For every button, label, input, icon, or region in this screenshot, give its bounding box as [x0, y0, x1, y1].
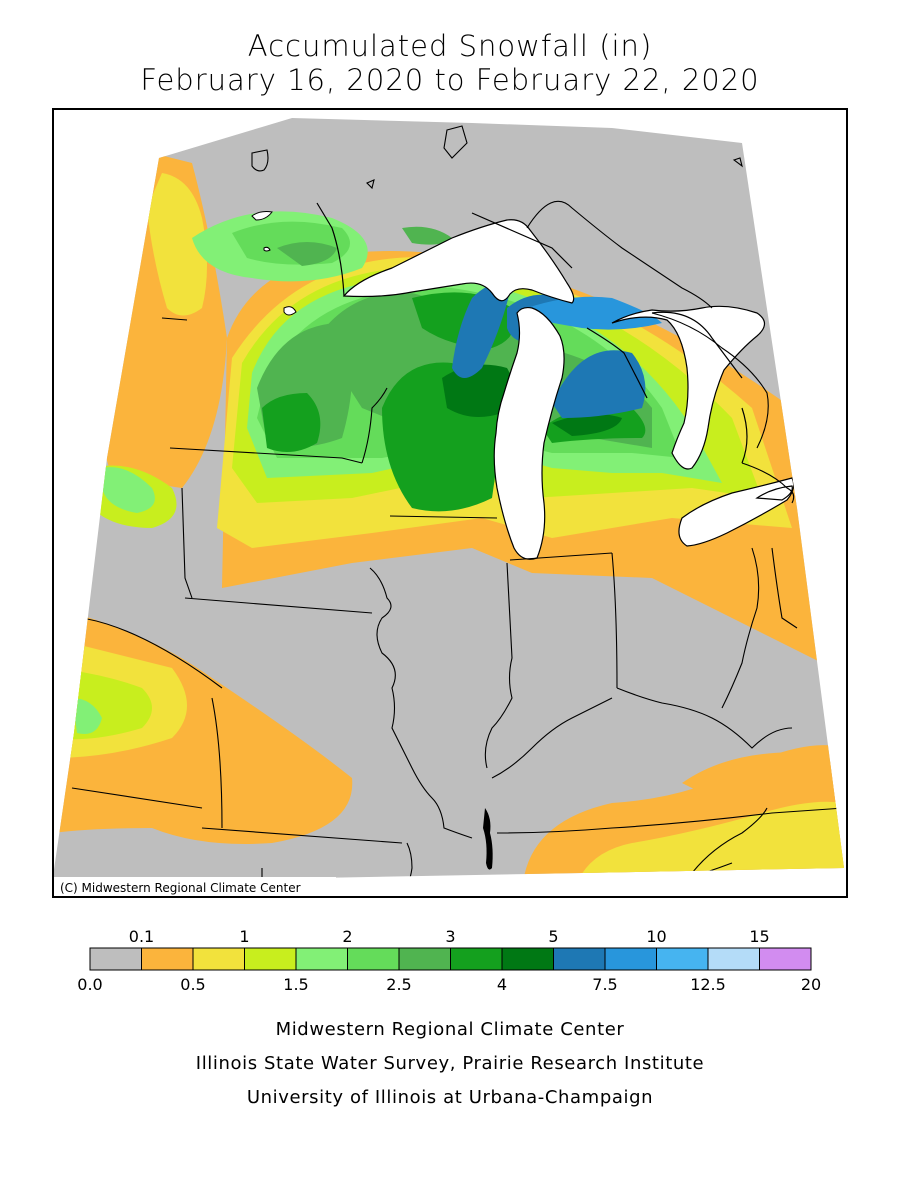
legend-top-label: 2 — [342, 927, 352, 946]
credit-line-1: Midwestern Regional Climate Center — [275, 1019, 625, 1040]
legend-bottom-label: 20 — [801, 975, 821, 994]
map-copyright-box — [54, 877, 336, 896]
legend-bottom-label: 0.5 — [180, 975, 205, 994]
legend-swatch — [192, 947, 245, 971]
legend-swatch — [347, 947, 400, 971]
legend-top-label: 5 — [548, 927, 558, 946]
legend-bottom-label: 12.5 — [690, 975, 726, 994]
snowfall-map: (C) Midwestern Regional Climate Center — [52, 108, 848, 898]
legend-top-label: 3 — [445, 927, 455, 946]
legend-bottom-label: 0.0 — [77, 975, 102, 994]
legend-top-labels: 0.1 1 2 3 5 10 15 — [129, 927, 770, 946]
credit-line-2: Illinois State Water Survey, Prairie Res… — [195, 1053, 705, 1074]
legend-swatch — [553, 947, 606, 971]
legend-swatch — [759, 947, 812, 971]
legend-swatch — [450, 947, 503, 971]
legend-swatch — [141, 947, 194, 971]
legend-swatch — [89, 947, 142, 971]
map-title: Accumulated Snowfall (in) — [247, 29, 653, 63]
legend-top-label: 1 — [239, 927, 249, 946]
color-legend: 0.1 1 2 3 5 10 15 0.0 0.5 1.5 2.5 4 7.5 12.5 20 — [77, 927, 821, 994]
legend-top-label: 0.1 — [129, 927, 154, 946]
map-date-range: February 16, 2020 to February 22, 2020 — [140, 63, 760, 97]
legend-top-label: 10 — [646, 927, 666, 946]
legend-bottom-labels: 0.0 0.5 1.5 2.5 4 7.5 12.5 20 — [77, 975, 821, 994]
legend-bars — [89, 947, 812, 971]
legend-bottom-label: 2.5 — [386, 975, 411, 994]
legend-swatch — [501, 947, 554, 971]
snowfall-fields — [52, 118, 844, 883]
legend-top-label: 15 — [749, 927, 769, 946]
legend-swatch — [604, 947, 657, 971]
credit-line-3: University of Illinois at Urbana-Champai… — [246, 1087, 654, 1108]
legend-bottom-label: 1.5 — [283, 975, 308, 994]
legend-swatch — [707, 947, 760, 971]
legend-swatch — [244, 947, 297, 971]
legend-bottom-label: 7.5 — [592, 975, 617, 994]
legend-swatch — [295, 947, 348, 971]
map-copyright: (C) Midwestern Regional Climate Center — [60, 881, 301, 895]
legend-bottom-label: 4 — [497, 975, 507, 994]
map-frame — [52, 108, 848, 898]
legend-swatch — [398, 947, 451, 971]
legend-swatch — [656, 947, 709, 971]
